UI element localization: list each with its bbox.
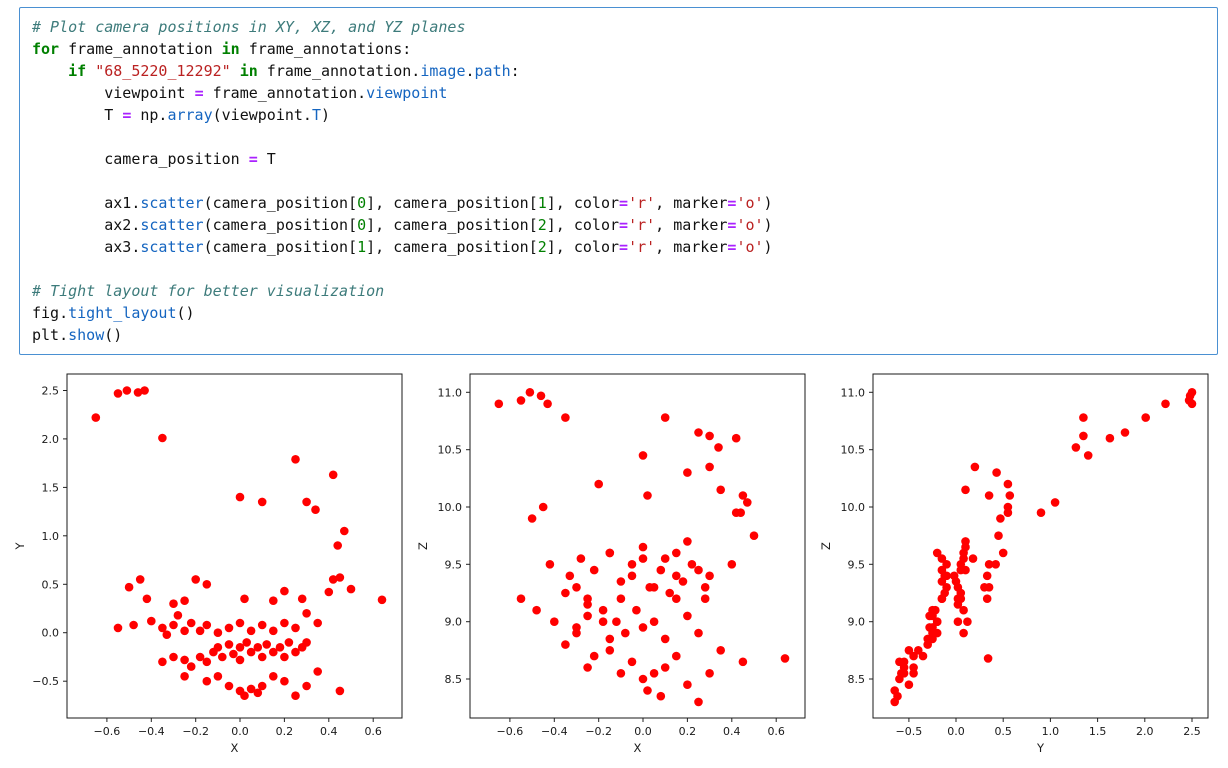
scatter-plot-yz: −0.5 0.0 0.5 1.0 1.5 2.0 2.5 8.5 9.0 9.5 10.0 10.5 1… [819,367,1215,756]
scatter-plot-xy: −0.6 −0.4 −0.2 0.0 0.2 0.4 0.6 −0.5 0.0 0.5 1.0 1.5… [13,367,409,756]
svg-text:2.5: 2.5 [42,385,60,398]
plot-svg-yz: −0.5 0.0 0.5 1.0 1.5 2.0 2.5 8.5 9.0 9.5 10.0 10.5 1… [819,373,1209,755]
svg-text:11.0: 11.0 [438,386,463,399]
code-line: plt.show() [32,326,123,344]
svg-text:11.0: 11.0 [841,386,866,399]
scatter-points [91,386,387,700]
svg-text:1.5: 1.5 [1089,725,1107,738]
svg-text:−0.6: −0.6 [497,725,524,738]
svg-text:−0.5: −0.5 [896,725,923,738]
code-line [32,258,1205,280]
svg-text:2.0: 2.0 [1136,725,1154,738]
code-line: camera_position = T [32,150,276,168]
svg-text:X: X [634,741,642,755]
svg-text:8.5: 8.5 [445,673,463,686]
svg-text:8.5: 8.5 [848,673,866,686]
svg-text:9.5: 9.5 [848,558,866,571]
svg-text:Z: Z [819,542,833,550]
svg-text:−0.2: −0.2 [585,725,612,738]
code-line: ax2.scatter(camera_position[0], camera_p… [32,216,773,234]
svg-text:Y: Y [13,542,27,551]
svg-text:0.2: 0.2 [276,725,294,738]
code-line: # Tight layout for better visualization [32,282,385,300]
code-cell[interactable]: # Plot camera positions in XY, XZ, and Y… [19,7,1218,355]
svg-text:0.5: 0.5 [994,725,1012,738]
svg-text:−0.5: −0.5 [32,675,59,688]
svg-text:2.5: 2.5 [1183,725,1201,738]
svg-text:0.6: 0.6 [767,725,785,738]
svg-text:0.4: 0.4 [320,725,338,738]
svg-text:0.4: 0.4 [723,725,741,738]
svg-text:−0.4: −0.4 [541,725,568,738]
svg-text:0.0: 0.0 [42,627,60,640]
scatter-plot-xz: −0.6 −0.4 −0.2 0.0 0.2 0.4 0.6 8.5 9.0 9.5 10.0 10.… [416,367,812,756]
code-line: # Plot camera positions in XY, XZ, and Y… [32,18,466,36]
svg-text:1.0: 1.0 [42,530,60,543]
svg-text:10.0: 10.0 [438,501,463,514]
plot-svg-xz: −0.6 −0.4 −0.2 0.0 0.2 0.4 0.6 8.5 9.0 9.5 10.0 10.… [416,373,806,755]
svg-text:0.2: 0.2 [679,725,697,738]
svg-text:Z: Z [416,542,430,550]
svg-text:2.0: 2.0 [42,433,60,446]
code-line: if "68_5220_12292" in frame_annotation.i… [68,62,520,80]
svg-text:9.0: 9.0 [848,616,866,629]
code-line: T = np.array(viewpoint.T) [32,106,331,124]
code-line: fig.tight_layout() [32,304,195,322]
svg-text:9.0: 9.0 [445,616,463,629]
svg-text:−0.2: −0.2 [182,725,209,738]
svg-text:Y: Y [1036,741,1045,755]
plot-svg-xy: −0.6 −0.4 −0.2 0.0 0.2 0.4 0.6 −0.5 0.0 0.5 1.0 1.5… [13,373,403,755]
svg-text:10.5: 10.5 [438,444,463,457]
figures-row: −0.6 −0.4 −0.2 0.0 0.2 0.4 0.6 −0.5 0.0 0.5 1.0 1.5… [0,367,1228,756]
scatter-points [494,388,790,707]
svg-text:1.0: 1.0 [1042,725,1060,738]
scatter-points [890,388,1197,707]
code-line [32,126,1205,148]
svg-text:0.0: 0.0 [947,725,965,738]
svg-text:0.0: 0.0 [634,725,652,738]
code-line: viewpoint = frame_annotation.viewpoint [32,84,448,102]
svg-text:0.6: 0.6 [364,725,382,738]
svg-text:−0.6: −0.6 [94,725,121,738]
svg-text:1.5: 1.5 [42,481,60,494]
svg-text:10.0: 10.0 [841,501,866,514]
svg-text:9.5: 9.5 [445,558,463,571]
code-line: ax1.scatter(camera_position[0], camera_p… [32,194,773,212]
code-line [32,170,1205,192]
code-block: # Plot camera positions in XY, XZ, and Y… [32,16,1205,346]
svg-text:0.5: 0.5 [42,578,60,591]
svg-text:X: X [231,741,239,755]
svg-text:−0.4: −0.4 [138,725,165,738]
code-line: for frame_annotation in frame_annotation… [32,40,412,58]
svg-text:10.5: 10.5 [841,444,866,457]
code-line: ax3.scatter(camera_position[1], camera_p… [32,238,773,256]
svg-text:0.0: 0.0 [231,725,249,738]
